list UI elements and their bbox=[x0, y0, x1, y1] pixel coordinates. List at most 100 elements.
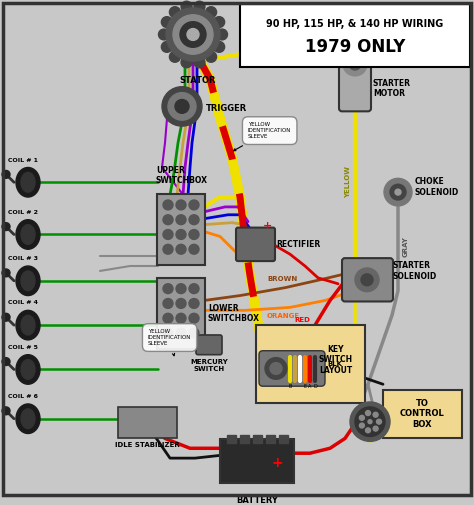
Circle shape bbox=[187, 29, 199, 40]
Circle shape bbox=[376, 419, 382, 424]
Circle shape bbox=[2, 171, 10, 178]
Text: YELLOW: YELLOW bbox=[345, 166, 351, 198]
Circle shape bbox=[368, 420, 372, 424]
Circle shape bbox=[163, 284, 173, 293]
Circle shape bbox=[395, 189, 401, 195]
Circle shape bbox=[176, 230, 186, 239]
Circle shape bbox=[189, 215, 199, 225]
Circle shape bbox=[206, 52, 217, 62]
Text: B: B bbox=[288, 384, 292, 389]
Ellipse shape bbox=[21, 271, 35, 291]
Circle shape bbox=[189, 284, 199, 293]
Circle shape bbox=[214, 17, 225, 27]
Circle shape bbox=[206, 7, 217, 18]
Circle shape bbox=[189, 230, 199, 239]
Circle shape bbox=[189, 328, 199, 338]
FancyBboxPatch shape bbox=[220, 439, 294, 483]
FancyBboxPatch shape bbox=[339, 56, 371, 111]
Text: TRIGGER: TRIGGER bbox=[206, 104, 247, 113]
FancyBboxPatch shape bbox=[383, 390, 462, 438]
Bar bbox=[279, 435, 288, 443]
Circle shape bbox=[180, 22, 206, 47]
Text: BATTERY: BATTERY bbox=[236, 495, 278, 504]
Circle shape bbox=[194, 57, 205, 68]
Text: COIL # 4: COIL # 4 bbox=[8, 300, 38, 306]
Bar bbox=[240, 435, 249, 443]
Text: CHOKE
SOLENOID: CHOKE SOLENOID bbox=[415, 177, 459, 197]
Circle shape bbox=[163, 244, 173, 254]
Circle shape bbox=[176, 298, 186, 309]
Circle shape bbox=[189, 313, 199, 323]
Circle shape bbox=[176, 215, 186, 225]
Circle shape bbox=[355, 268, 379, 291]
Text: BROWN: BROWN bbox=[268, 276, 298, 282]
Ellipse shape bbox=[16, 311, 40, 340]
Ellipse shape bbox=[21, 315, 35, 335]
FancyBboxPatch shape bbox=[259, 351, 325, 386]
Ellipse shape bbox=[21, 360, 35, 379]
Text: COIL # 6: COIL # 6 bbox=[8, 394, 38, 399]
Text: 90 HP, 115 HP, & 140 HP WIRING: 90 HP, 115 HP, & 140 HP WIRING bbox=[266, 19, 444, 29]
Text: RECTIFIER: RECTIFIER bbox=[276, 240, 320, 249]
Text: MERCURY
SWITCH: MERCURY SWITCH bbox=[190, 359, 228, 372]
Text: D: D bbox=[313, 384, 317, 389]
Circle shape bbox=[173, 15, 213, 54]
Text: COIL # 1: COIL # 1 bbox=[8, 158, 38, 163]
Text: UPPER
SWITCHBOX: UPPER SWITCHBOX bbox=[156, 166, 208, 185]
Circle shape bbox=[365, 411, 371, 416]
Circle shape bbox=[373, 412, 378, 417]
Text: COIL # 2: COIL # 2 bbox=[8, 210, 38, 215]
Text: GRAY: GRAY bbox=[403, 236, 409, 257]
FancyBboxPatch shape bbox=[256, 325, 365, 403]
Circle shape bbox=[2, 358, 10, 366]
Circle shape bbox=[181, 1, 192, 12]
Circle shape bbox=[361, 274, 373, 286]
Circle shape bbox=[390, 184, 406, 200]
Text: YELLOW
IDENTIFICATION
SLEEVE: YELLOW IDENTIFICATION SLEEVE bbox=[234, 122, 292, 151]
Text: KEY
SWITCH
LAYOUT: KEY SWITCH LAYOUT bbox=[319, 345, 353, 375]
Ellipse shape bbox=[16, 266, 40, 295]
FancyBboxPatch shape bbox=[118, 407, 177, 438]
Circle shape bbox=[373, 426, 378, 431]
Circle shape bbox=[350, 47, 360, 57]
Text: ORANGE: ORANGE bbox=[266, 313, 300, 319]
Circle shape bbox=[2, 223, 10, 231]
Circle shape bbox=[161, 41, 173, 53]
Circle shape bbox=[189, 244, 199, 254]
FancyBboxPatch shape bbox=[342, 258, 393, 301]
Circle shape bbox=[350, 402, 390, 441]
Circle shape bbox=[189, 200, 199, 210]
Text: A: A bbox=[308, 384, 312, 389]
Ellipse shape bbox=[21, 409, 35, 429]
Circle shape bbox=[175, 99, 189, 113]
Circle shape bbox=[2, 313, 10, 321]
Circle shape bbox=[355, 407, 385, 436]
Circle shape bbox=[176, 284, 186, 293]
Circle shape bbox=[169, 52, 181, 62]
Circle shape bbox=[168, 92, 196, 120]
Text: YELLOW
IDENTIFICATION
SLEEVE: YELLOW IDENTIFICATION SLEEVE bbox=[148, 329, 191, 356]
Ellipse shape bbox=[16, 404, 40, 433]
Text: STATOR: STATOR bbox=[180, 76, 216, 85]
Circle shape bbox=[161, 17, 173, 27]
Circle shape bbox=[169, 7, 181, 18]
Circle shape bbox=[176, 244, 186, 254]
Circle shape bbox=[163, 215, 173, 225]
Text: +: + bbox=[264, 221, 273, 231]
Circle shape bbox=[214, 41, 225, 53]
Ellipse shape bbox=[21, 172, 35, 192]
Circle shape bbox=[343, 52, 367, 76]
Circle shape bbox=[162, 87, 202, 126]
Text: BLK: BLK bbox=[328, 362, 343, 368]
Circle shape bbox=[365, 428, 371, 433]
Bar bbox=[253, 435, 262, 443]
Text: 1979 ONLY: 1979 ONLY bbox=[305, 38, 405, 56]
Text: +: + bbox=[271, 456, 283, 470]
Circle shape bbox=[359, 423, 365, 428]
Ellipse shape bbox=[16, 220, 40, 249]
Circle shape bbox=[176, 328, 186, 338]
Text: COIL # 5: COIL # 5 bbox=[8, 345, 38, 350]
Circle shape bbox=[163, 328, 173, 338]
Circle shape bbox=[270, 363, 282, 374]
Bar bbox=[227, 435, 236, 443]
